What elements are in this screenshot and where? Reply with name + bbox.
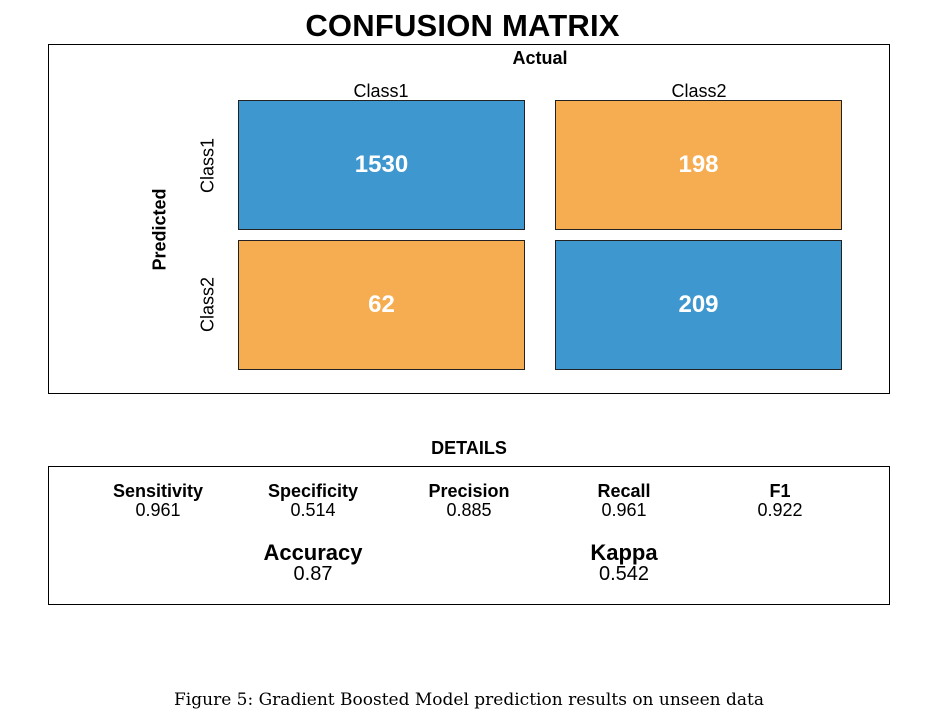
metric-name: Recall: [597, 481, 651, 501]
metric-value: 0.922: [757, 499, 803, 520]
metric-value: 0.961: [135, 499, 181, 520]
metric-value: 0.542: [598, 563, 650, 586]
chart-title: CONFUSION MATRIX: [305, 8, 620, 43]
metric-name: Specificity: [267, 481, 359, 501]
metric-value: 0.514: [290, 499, 336, 520]
metric-name: Accuracy: [263, 540, 363, 565]
y-axis-label: Predicted: [149, 188, 170, 271]
metric-kappa: Kappa 0.542: [544, 541, 704, 585]
row-label-class1: Class1: [197, 137, 218, 194]
matrix-cell-pred-class2-actual-class2: 209: [555, 240, 842, 370]
column-label-class1: Class1: [353, 81, 409, 101]
metric-f1: F1 0.922: [700, 482, 860, 520]
matrix-cell-pred-class2-actual-class1: 62: [238, 240, 525, 370]
metric-value: 0.87: [293, 563, 333, 586]
metric-value: 0.885: [446, 499, 492, 520]
figure-caption: Figure 5: Gradient Boosted Model predict…: [174, 690, 764, 710]
metric-name: F1: [769, 481, 791, 501]
metric-accuracy: Accuracy 0.87: [233, 541, 393, 585]
column-label-class2: Class2: [671, 81, 727, 101]
metric-name: Kappa: [590, 540, 658, 565]
metric-name: Sensitivity: [112, 481, 204, 501]
x-axis-label: Actual: [512, 48, 568, 68]
metric-name: Precision: [428, 481, 510, 501]
metric-precision: Precision 0.885: [389, 482, 549, 520]
metric-recall: Recall 0.961: [544, 482, 704, 520]
metric-value: 0.961: [601, 499, 647, 520]
details-frame: [48, 466, 890, 605]
row-label-class2: Class2: [197, 276, 218, 333]
details-title: DETAILS: [431, 438, 507, 458]
matrix-cell-pred-class1-actual-class1: 1530: [238, 100, 525, 230]
matrix-frame: [48, 44, 890, 394]
matrix-cell-pred-class1-actual-class2: 198: [555, 100, 842, 230]
metric-sensitivity: Sensitivity 0.961: [78, 482, 238, 520]
metric-specificity: Specificity 0.514: [233, 482, 393, 520]
